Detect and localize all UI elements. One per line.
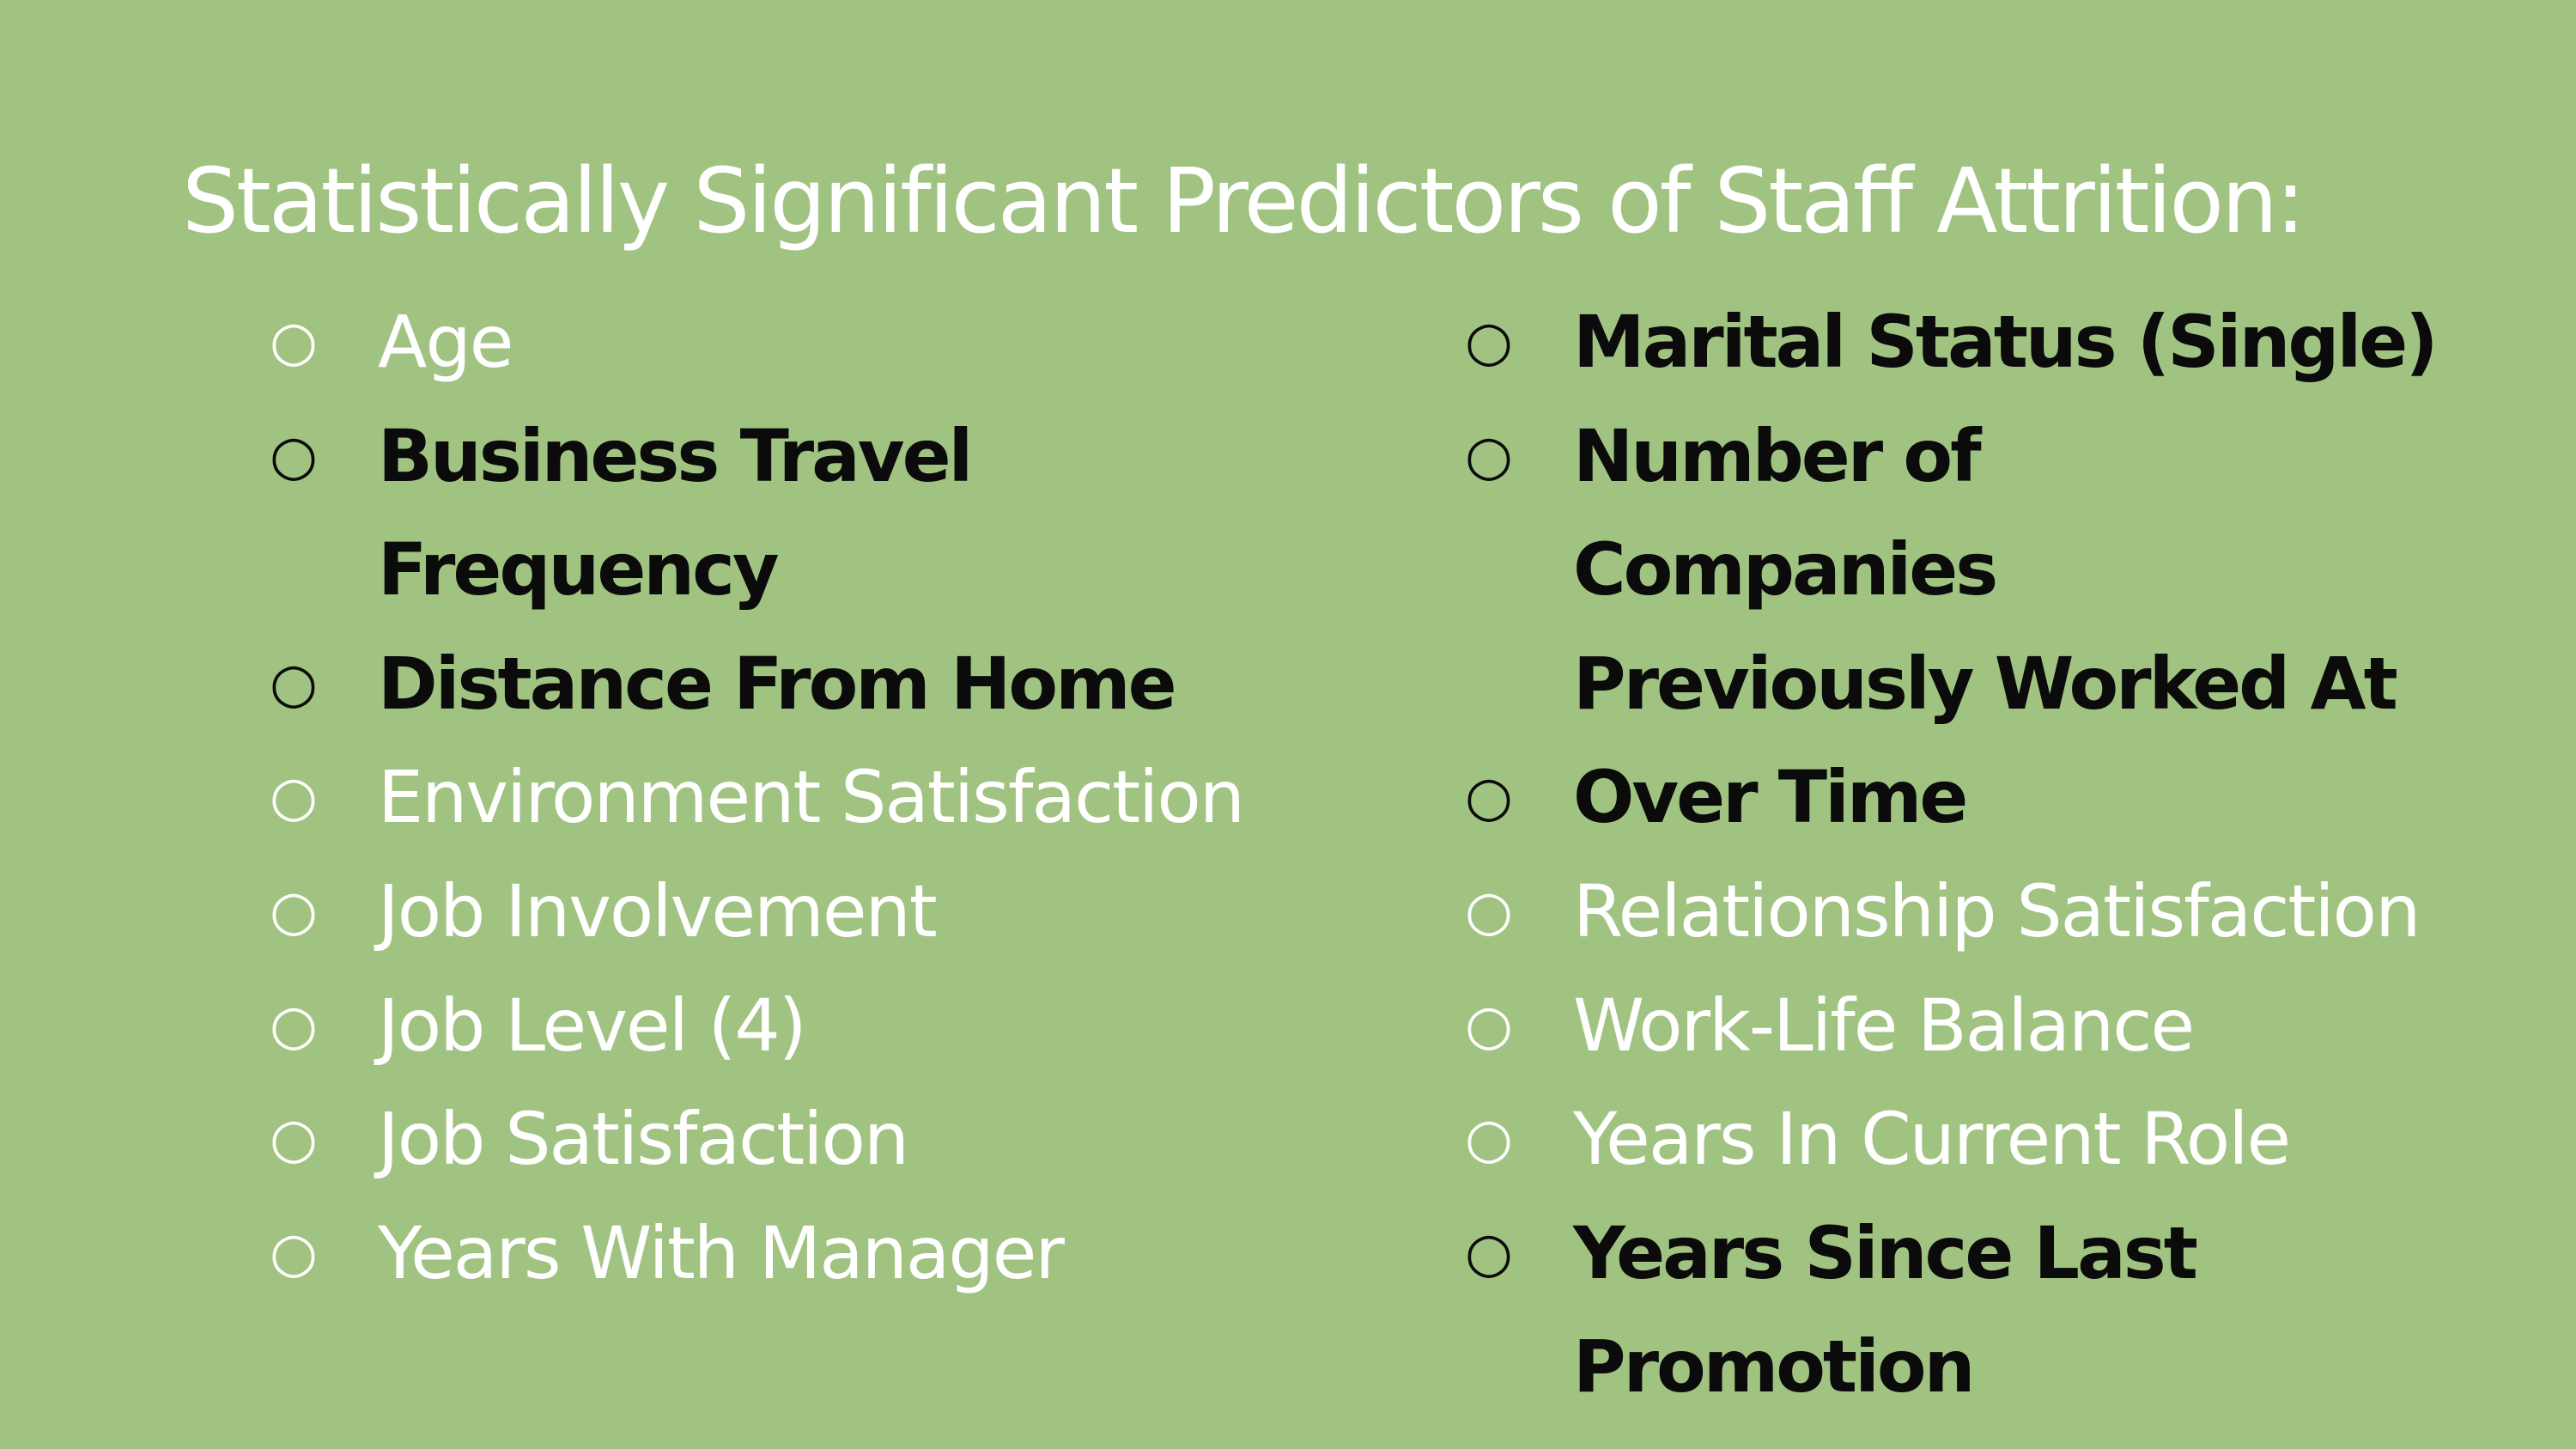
circle-bullet-icon: ○ (1465, 879, 1513, 943)
circle-bullet-icon: ○ (1465, 310, 1513, 374)
slide-title: Statistically Significant Predictors of … (182, 149, 2306, 253)
predictor-label: Relationship Satisfaction (1573, 868, 2421, 953)
predictor-label: Job Satisfaction (378, 1097, 909, 1182)
predictor-label: Marital Status (Single) (1573, 300, 2439, 384)
circle-bullet-icon: ○ (1465, 423, 1513, 488)
predictor-list-left: ○ Age ○ Business Travel Frequency ○ Dist… (270, 285, 1386, 1310)
predictor-label: Distance From Home (378, 641, 1177, 726)
list-item: ○ Distance From Home (270, 627, 1386, 741)
predictor-label: Job Involvement (378, 868, 938, 953)
list-item: ○ Marital Status (Single) (1465, 285, 2547, 399)
list-item: ○ Environment Satisfaction (270, 740, 1386, 855)
circle-bullet-icon: ○ (1465, 1221, 1513, 1285)
circle-bullet-icon: ○ (1465, 1107, 1513, 1172)
circle-bullet-icon: ○ (270, 1221, 318, 1285)
circle-bullet-icon: ○ (1465, 993, 1513, 1057)
circle-bullet-icon: ○ (270, 993, 318, 1057)
predictor-list-right: ○ Marital Status (Single) ○ Number of Co… (1465, 285, 2547, 1424)
circle-bullet-icon: ○ (270, 1107, 318, 1172)
list-item: ○ Job Level (4) (270, 969, 1386, 1083)
predictor-label: Age (378, 300, 513, 384)
list-item: ○ Years With Manager (270, 1196, 1386, 1311)
predictor-label: Business Travel Frequency (378, 413, 973, 612)
predictor-label: Years In Current Role (1573, 1097, 2291, 1182)
predictor-label: Years Since Last Promotion (1573, 1210, 2198, 1409)
predictor-label: Environment Satisfaction (378, 755, 1245, 840)
list-item: ○ Years In Current Role (1465, 1082, 2547, 1196)
predictor-label: Over Time (1573, 755, 1968, 840)
predictor-label: Number of Companies Previously Worked At (1573, 413, 2398, 726)
list-item: ○ Relationship Satisfaction (1465, 855, 2547, 969)
list-item: ○ Years Since Last Promotion (1465, 1196, 2547, 1424)
circle-bullet-icon: ○ (270, 765, 318, 830)
list-item: ○ Job Involvement (270, 855, 1386, 969)
circle-bullet-icon: ○ (270, 651, 318, 715)
list-item: ○ Job Satisfaction (270, 1082, 1386, 1196)
circle-bullet-icon: ○ (270, 423, 318, 488)
list-item: ○ Number of Companies Previously Worked … (1465, 399, 2547, 741)
list-item: ○ Over Time (1465, 740, 2547, 855)
predictor-label: Work-Life Balance (1573, 983, 2195, 1068)
list-item: ○ Work-Life Balance (1465, 969, 2547, 1083)
list-item: ○ Business Travel Frequency (270, 399, 1386, 627)
list-item: ○ Age (270, 285, 1386, 399)
predictor-label: Job Level (4) (378, 983, 807, 1068)
predictor-label: Years With Manager (378, 1210, 1065, 1295)
circle-bullet-icon: ○ (270, 310, 318, 374)
circle-bullet-icon: ○ (1465, 765, 1513, 830)
circle-bullet-icon: ○ (270, 879, 318, 943)
